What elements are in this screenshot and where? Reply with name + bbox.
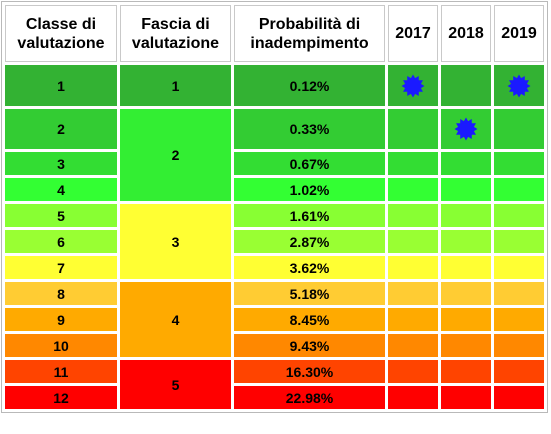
cell-classe: 3 xyxy=(5,152,117,175)
rating-table-container: Classe di valutazione Fascia di valutazi… xyxy=(1,1,548,413)
cell-year-2018 xyxy=(441,65,491,106)
cell-year-2017 xyxy=(388,230,438,253)
cell-year-2019 xyxy=(494,386,544,409)
header-year-2019: 2019 xyxy=(494,5,544,62)
table-row: 7 3.62% xyxy=(5,256,544,279)
cell-probabilita: 2.87% xyxy=(234,230,385,253)
cell-year-2017 xyxy=(388,360,438,383)
cell-year-2017 xyxy=(388,256,438,279)
cell-year-2019 xyxy=(494,65,544,106)
cell-year-2017 xyxy=(388,204,438,227)
cell-fascia: 5 xyxy=(120,360,231,409)
cell-year-2018 xyxy=(441,308,491,331)
table-row: 9 8.45% xyxy=(5,308,544,331)
cell-fascia: 3 xyxy=(120,204,231,279)
cell-year-2018 xyxy=(441,230,491,253)
header-fascia: Fascia di valutazione xyxy=(120,5,231,62)
cell-year-2018 xyxy=(441,256,491,279)
cell-probabilita: 0.67% xyxy=(234,152,385,175)
table-row: 1 1 0.12% xyxy=(5,65,544,106)
table-row: 4 1.02% xyxy=(5,178,544,201)
cell-year-2017 xyxy=(388,282,438,305)
cell-year-2019 xyxy=(494,204,544,227)
star-badge-icon xyxy=(401,74,425,98)
cell-probabilita: 5.18% xyxy=(234,282,385,305)
cell-classe: 6 xyxy=(5,230,117,253)
cell-probabilita: 16.30% xyxy=(234,360,385,383)
cell-year-2019 xyxy=(494,282,544,305)
cell-probabilita: 9.43% xyxy=(234,334,385,357)
cell-probabilita: 22.98% xyxy=(234,386,385,409)
cell-fascia: 4 xyxy=(120,282,231,357)
header-probabilita: Probabilità di inadempimento xyxy=(234,5,385,62)
cell-year-2019 xyxy=(494,360,544,383)
cell-year-2019 xyxy=(494,256,544,279)
cell-classe: 8 xyxy=(5,282,117,305)
header-classe: Classe di valutazione xyxy=(5,5,117,62)
table-row: 10 9.43% xyxy=(5,334,544,357)
cell-classe: 5 xyxy=(5,204,117,227)
cell-year-2018 xyxy=(441,360,491,383)
cell-classe: 7 xyxy=(5,256,117,279)
cell-probabilita: 1.61% xyxy=(234,204,385,227)
table-row: 5 3 1.61% xyxy=(5,204,544,279)
table-row: 6 2.87% xyxy=(5,230,544,253)
cell-fascia: 2 xyxy=(120,109,231,201)
cell-classe: 2 xyxy=(5,109,117,149)
table-row: 3 0.67% xyxy=(5,152,544,175)
cell-classe: 4 xyxy=(5,178,117,201)
table-row: 2 2 0.33% xyxy=(5,109,544,201)
cell-classe: 1 xyxy=(5,65,117,106)
cell-year-2018 xyxy=(441,152,491,175)
cell-year-2018 xyxy=(441,334,491,357)
cell-year-2017 xyxy=(388,386,438,409)
cell-year-2019 xyxy=(494,334,544,357)
table-row: 11 5 16.30% xyxy=(5,360,544,409)
table-row: 12 22.98% xyxy=(5,386,544,409)
cell-year-2019 xyxy=(494,152,544,175)
cell-year-2018 xyxy=(441,178,491,201)
header-year-2018: 2018 xyxy=(441,5,491,62)
cell-year-2017 xyxy=(388,334,438,357)
cell-year-2019 xyxy=(494,308,544,331)
rating-table: Classe di valutazione Fascia di valutazi… xyxy=(1,1,548,413)
table-body: 1 1 0.12% 2 2 0.33% 3 0.67% 4 1.02% 5 3 1.61% 6 2.87% 7… xyxy=(5,65,544,409)
cell-probabilita: 8.45% xyxy=(234,308,385,331)
star-badge-icon xyxy=(507,74,531,98)
cell-year-2017 xyxy=(388,308,438,331)
header-row: Classe di valutazione Fascia di valutazi… xyxy=(5,5,544,62)
cell-year-2017 xyxy=(388,65,438,106)
cell-year-2019 xyxy=(494,109,544,149)
cell-year-2017 xyxy=(388,109,438,149)
cell-year-2018 xyxy=(441,386,491,409)
table-row: 8 4 5.18% xyxy=(5,282,544,357)
cell-probabilita: 0.33% xyxy=(234,109,385,149)
cell-fascia: 1 xyxy=(120,65,231,106)
cell-probabilita: 1.02% xyxy=(234,178,385,201)
cell-year-2018 xyxy=(441,204,491,227)
cell-classe: 11 xyxy=(5,360,117,383)
cell-probabilita: 3.62% xyxy=(234,256,385,279)
cell-year-2019 xyxy=(494,178,544,201)
cell-year-2018 xyxy=(441,109,491,149)
cell-classe: 10 xyxy=(5,334,117,357)
cell-year-2017 xyxy=(388,178,438,201)
cell-classe: 9 xyxy=(5,308,117,331)
cell-year-2019 xyxy=(494,230,544,253)
header-year-2017: 2017 xyxy=(388,5,438,62)
cell-year-2018 xyxy=(441,282,491,305)
cell-probabilita: 0.12% xyxy=(234,65,385,106)
cell-classe: 12 xyxy=(5,386,117,409)
cell-year-2017 xyxy=(388,152,438,175)
star-badge-icon xyxy=(454,117,478,141)
